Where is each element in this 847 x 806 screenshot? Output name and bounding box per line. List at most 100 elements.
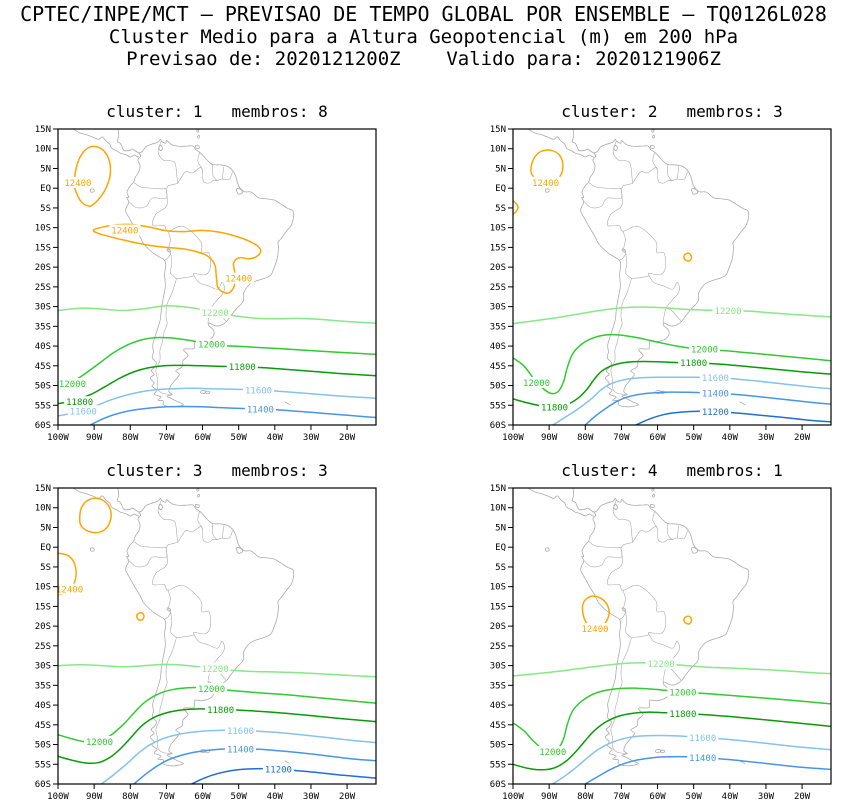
- country-border: [212, 165, 217, 181]
- country-border: [170, 253, 176, 279]
- lat-tick-label: 5S: [40, 204, 51, 214]
- chart-header: CPTEC/INPE/MCT — PREVISAO DE TEMPO GLOBA…: [0, 0, 847, 70]
- lat-tick-label: 60S: [35, 780, 51, 790]
- coastline: [572, 488, 595, 513]
- country-border: [212, 524, 217, 540]
- coastline: [126, 498, 294, 766]
- country-border: [222, 526, 224, 539]
- lon-tick-label: 60W: [194, 433, 211, 443]
- country-border: [134, 542, 177, 548]
- lon-tick-label: 90W: [541, 433, 558, 443]
- lon-tick-label: 60W: [649, 792, 666, 802]
- coastline: [652, 129, 654, 132]
- country-border: [632, 276, 650, 279]
- contour-label: 12200: [202, 309, 229, 319]
- lon-tick-label: 80W: [122, 792, 139, 802]
- lat-tick-label: 20S: [35, 263, 51, 273]
- lon-tick-label: 40W: [267, 792, 284, 802]
- country-border: [607, 189, 665, 276]
- country-border: [632, 635, 650, 638]
- contour-label: 12000: [59, 380, 86, 390]
- panel-title-cluster-4: cluster: 4 membros: 1: [513, 461, 831, 481]
- coastline: [650, 145, 654, 148]
- country-border: [667, 165, 672, 181]
- lat-tick-label: 15N: [490, 125, 506, 135]
- contour-layer: [58, 146, 376, 425]
- lat-tick-label: 55S: [35, 760, 51, 770]
- lon-tick-label: 50W: [231, 792, 248, 802]
- country-border: [633, 527, 688, 543]
- lat-tick-label: 5N: [495, 164, 506, 174]
- contour-line-11400: [91, 407, 377, 426]
- contour-label: 11800: [680, 359, 707, 369]
- lon-tick-label: 90W: [86, 792, 103, 802]
- lon-tick-label: 30W: [303, 433, 320, 443]
- lat-tick-label: 5N: [40, 164, 51, 174]
- contour-label: 12000: [198, 341, 225, 351]
- map-cluster-4: 1240012200120001200011800116001140015N10…: [465, 484, 837, 802]
- contour-label: 12400: [64, 179, 91, 189]
- lat-tick-label: 30S: [490, 662, 506, 672]
- coastline: [201, 391, 206, 394]
- lat-tick-label: 10N: [35, 504, 51, 514]
- panel-title-cluster-2: cluster: 2 membros: 3: [513, 102, 831, 122]
- contour-label: 12200: [202, 665, 229, 675]
- map-cluster-2: 1240012200120001200011800118001160011400…: [465, 125, 837, 443]
- lat-tick-label: 30S: [35, 662, 51, 672]
- lon-tick-label: 40W: [722, 433, 739, 443]
- coastline: [206, 391, 210, 394]
- contour-line-12400: [684, 616, 692, 624]
- country-border: [613, 500, 633, 542]
- country-border: [589, 183, 632, 189]
- lat-tick-label: 55S: [490, 401, 506, 411]
- coastline: [90, 189, 94, 192]
- lat-tick-label: 10S: [35, 583, 51, 593]
- country-border: [625, 253, 631, 279]
- country-border: [177, 276, 195, 279]
- coastline: [650, 504, 654, 507]
- lat-tick-label: EQ: [495, 543, 506, 553]
- contour-label: 11600: [689, 734, 716, 744]
- panel-title-cluster-3: cluster: 3 membros: 3: [58, 461, 376, 481]
- country-border: [129, 189, 167, 208]
- country-border: [607, 548, 665, 635]
- lat-tick-label: 40S: [490, 701, 506, 711]
- country-border: [134, 183, 177, 189]
- lon-tick-label: 70W: [158, 433, 175, 443]
- country-border: [613, 141, 633, 183]
- country-border: [178, 527, 233, 543]
- lon-tick-label: 90W: [541, 792, 558, 802]
- contour-line-12400: [137, 613, 144, 620]
- country-border: [177, 635, 195, 638]
- country-border: [677, 526, 679, 539]
- lon-tick-label: 50W: [231, 433, 248, 443]
- basemap-layer: [528, 129, 749, 407]
- lat-tick-label: 10S: [35, 224, 51, 234]
- coastline: [197, 129, 199, 132]
- panel-title-cluster-1: cluster: 1 membros: 8: [58, 102, 376, 122]
- lat-tick-label: 50S: [35, 382, 51, 392]
- contour-label: 12000: [691, 346, 718, 356]
- country-border: [198, 511, 203, 529]
- country-border: [649, 635, 679, 682]
- lat-tick-label: 25S: [490, 283, 506, 293]
- coastline: [90, 548, 94, 551]
- lat-tick-label: 35S: [35, 322, 51, 332]
- lat-tick-label: 35S: [490, 322, 506, 332]
- country-border: [584, 548, 622, 567]
- lat-tick-label: 40S: [490, 342, 506, 352]
- coastline: [195, 504, 199, 507]
- contour-label: 12000: [523, 379, 550, 389]
- lon-tick-label: 50W: [686, 433, 703, 443]
- contour-label: 12400: [56, 586, 83, 596]
- lat-tick-label: 40S: [35, 342, 51, 352]
- coastline: [197, 494, 199, 497]
- contour-line-12400: [684, 253, 692, 261]
- lat-tick-label: 35S: [490, 681, 506, 691]
- country-border: [620, 231, 626, 260]
